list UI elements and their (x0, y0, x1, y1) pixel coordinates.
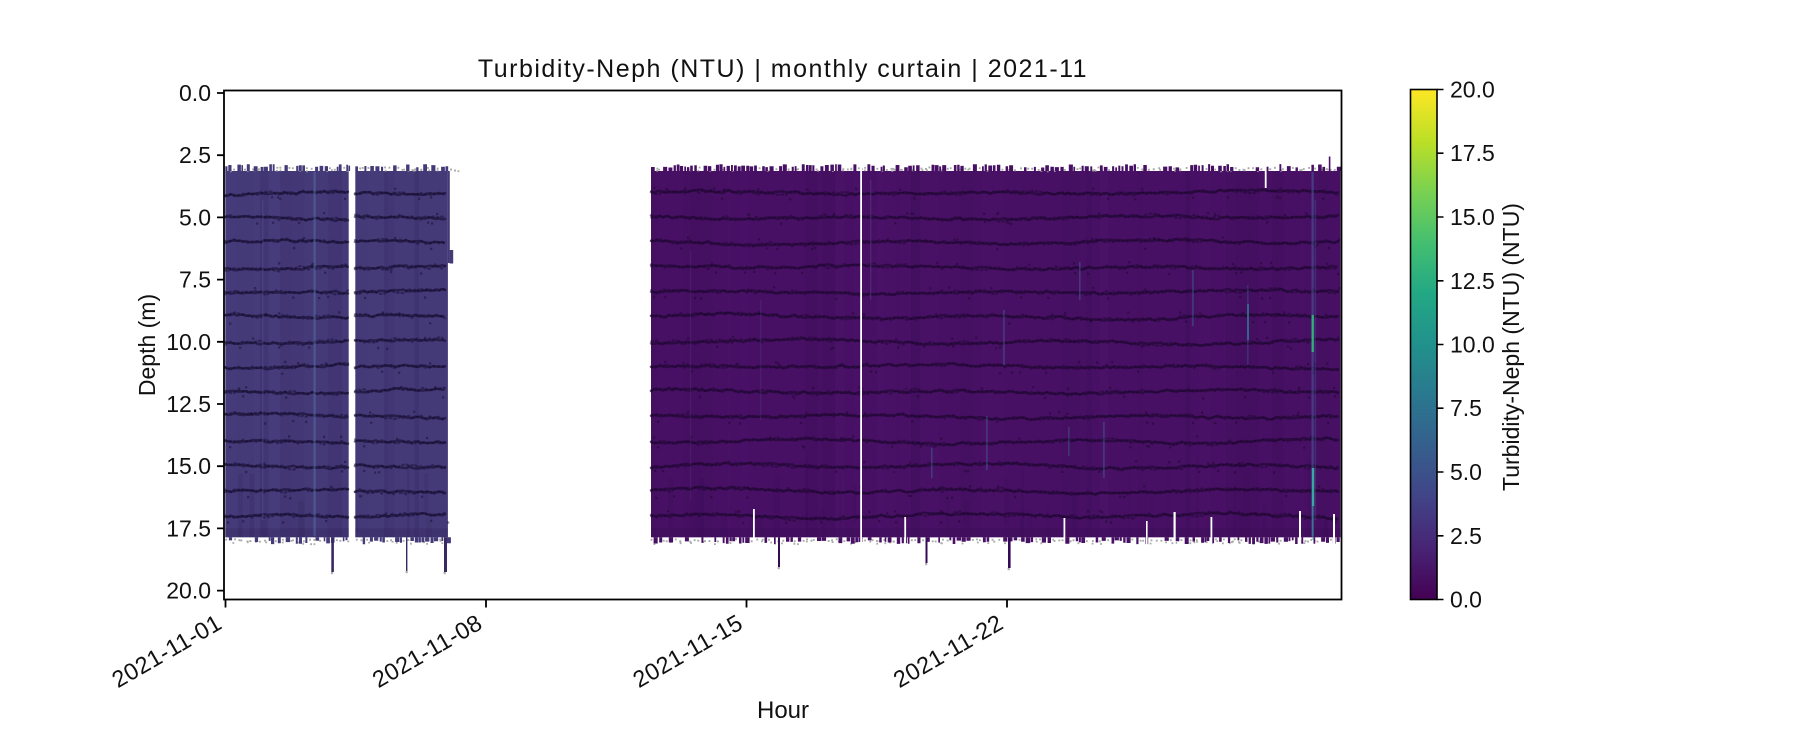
svg-text:17.5: 17.5 (1450, 140, 1495, 166)
svg-text:Turbidity-Neph (NTU) | monthly: Turbidity-Neph (NTU) | monthly curtain |… (478, 55, 1088, 83)
svg-text:10.0: 10.0 (166, 329, 211, 355)
svg-text:Turbidity-Neph (NTU) (NTU): Turbidity-Neph (NTU) (NTU) (1498, 203, 1524, 491)
svg-text:2.5: 2.5 (179, 142, 211, 168)
svg-text:12.5: 12.5 (1450, 268, 1495, 294)
svg-text:Depth (m): Depth (m) (134, 294, 160, 396)
svg-text:15.0: 15.0 (1450, 204, 1495, 230)
svg-text:0.0: 0.0 (1450, 587, 1482, 613)
svg-text:10.0: 10.0 (1450, 332, 1495, 358)
svg-text:12.5: 12.5 (166, 391, 211, 417)
svg-text:17.5: 17.5 (166, 515, 211, 541)
svg-text:7.5: 7.5 (179, 267, 211, 293)
svg-text:5.0: 5.0 (179, 204, 211, 230)
svg-text:7.5: 7.5 (1450, 395, 1482, 421)
svg-text:15.0: 15.0 (166, 453, 211, 479)
svg-text:20.0: 20.0 (166, 578, 211, 604)
svg-text:Hour: Hour (757, 697, 809, 724)
svg-text:20.0: 20.0 (1450, 77, 1495, 103)
svg-text:5.0: 5.0 (1450, 459, 1482, 485)
svg-text:0.0: 0.0 (179, 80, 211, 106)
svg-text:2.5: 2.5 (1450, 523, 1482, 549)
